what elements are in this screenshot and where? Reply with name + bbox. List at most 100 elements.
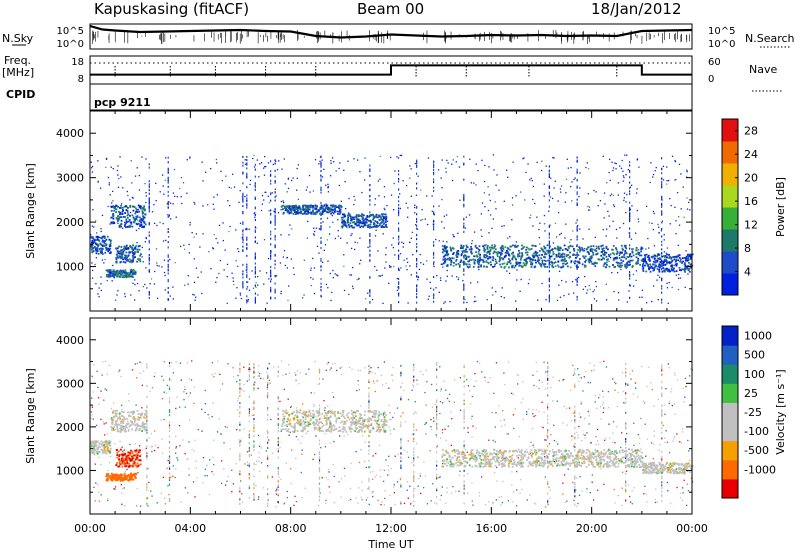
streak-dot [270, 257, 272, 260]
scatter-dot [321, 159, 323, 161]
scatter-dot [526, 411, 528, 413]
streak-dot [548, 240, 550, 243]
echo-dot [447, 253, 450, 256]
streak-dot [167, 298, 169, 301]
scatter-dot [439, 366, 441, 368]
scatter-dot [629, 208, 632, 211]
echo-dot [540, 265, 543, 268]
scatter-dot [602, 401, 604, 404]
scatter-dot [580, 401, 582, 403]
echo-dot [310, 211, 313, 214]
streak-dot [432, 219, 435, 222]
scatter-dot [193, 386, 196, 388]
scatter-dot [530, 441, 532, 444]
scatter-dot [549, 489, 551, 491]
echo-dot [460, 245, 463, 248]
echo-dot [643, 260, 645, 262]
echo-dot [620, 265, 622, 268]
streak-dot [242, 193, 244, 196]
scatter-dot [593, 189, 595, 192]
echo-dot [574, 260, 577, 262]
streak-dot [148, 231, 150, 234]
scatter-dot [645, 248, 647, 250]
scatter-dot [553, 439, 556, 442]
scatter-dot [658, 449, 660, 451]
scatter-dot [161, 398, 164, 400]
scatter-dot [314, 360, 316, 363]
scatter-dot [577, 224, 579, 227]
scatter-dot [609, 179, 611, 182]
scatter-dot [602, 396, 604, 398]
echo-dot [343, 222, 346, 225]
scatter-dot [520, 401, 522, 404]
echo-dot [282, 208, 284, 211]
echo-dot [590, 257, 593, 260]
scatter-dot [172, 203, 174, 205]
echo-dot [658, 258, 661, 260]
echo-dot [343, 215, 346, 217]
scatter-dot [534, 414, 537, 417]
echo-dot [123, 254, 126, 257]
scatter-dot [680, 208, 682, 210]
scatter-dot [584, 437, 586, 439]
streak-dot [148, 293, 150, 296]
streak-dot [548, 170, 550, 173]
scatter-dot [566, 158, 568, 160]
scatter-dot [364, 441, 366, 443]
scatter-dot [520, 278, 522, 281]
scatter-dot [473, 182, 475, 184]
scatter-dot [319, 492, 321, 494]
echo-dot [136, 215, 139, 217]
scatter-dot [396, 481, 399, 483]
scatter-dot [581, 247, 583, 249]
scatter-dot [573, 373, 575, 375]
scatter-dot [404, 421, 406, 423]
streak-dot [397, 207, 400, 210]
scatter-dot [154, 372, 156, 374]
streak-dot [320, 226, 322, 229]
scatter-dot [487, 209, 490, 212]
scatter-dot [516, 470, 518, 473]
scatter-dot [312, 458, 314, 461]
streak-dot [167, 241, 169, 244]
scatter-dot [529, 494, 531, 496]
sky-right-tick-low: 10^0 [708, 39, 735, 50]
scatter-dot [195, 296, 197, 298]
echo-dot [125, 222, 127, 225]
streak-dot [254, 301, 256, 304]
scatter-dot [470, 402, 472, 405]
scatter-dot [313, 230, 316, 233]
scatter-dot [503, 248, 505, 250]
scatter-dot [310, 269, 312, 271]
echo-dot [321, 207, 323, 210]
echo-dot [366, 219, 369, 221]
echo-dot [292, 213, 295, 215]
scatter-dot [286, 425, 288, 427]
scatter-dot [100, 228, 102, 230]
scatter-dot [195, 460, 197, 462]
echo-dot [117, 256, 120, 259]
echo-dot [347, 218, 349, 221]
scatter-dot [324, 409, 326, 412]
streak-dot [369, 242, 371, 245]
scatter-dot [441, 159, 443, 161]
echo-dot [604, 253, 607, 256]
scatter-dot [100, 463, 102, 466]
scatter-dot [435, 287, 437, 289]
echo-dot [473, 261, 476, 264]
echo-dot [463, 261, 466, 264]
echo-dot [511, 266, 514, 269]
scatter-dot [252, 157, 254, 160]
scatter-dot [284, 183, 286, 185]
echo-dot [302, 207, 305, 209]
scatter-dot [146, 287, 148, 289]
scatter-dot [619, 227, 621, 229]
streak-dot [397, 209, 400, 212]
scatter-dot [202, 233, 204, 235]
echo-dot [445, 251, 448, 254]
scatter-dot [105, 166, 107, 169]
scatter-dot [98, 491, 100, 493]
echo-dot [305, 206, 308, 209]
echo-dot [376, 222, 379, 225]
scatter-dot [485, 244, 487, 246]
